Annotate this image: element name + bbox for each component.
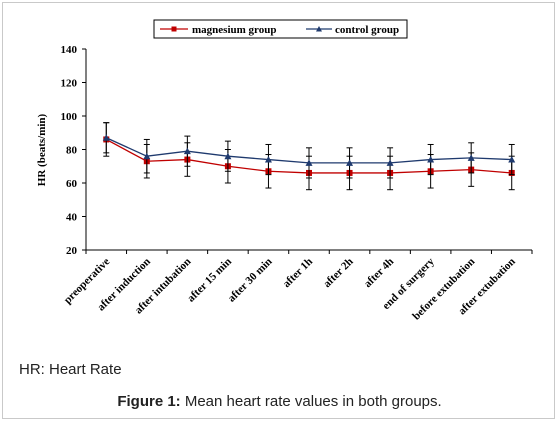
- series-control: [102, 122, 516, 179]
- legend-label-control: control group: [335, 24, 399, 36]
- y-axis-label: HR (beats/min): [36, 113, 48, 186]
- data-point: [427, 156, 435, 163]
- y-tick-label: 60: [66, 178, 78, 190]
- x-tick-label: after 2h: [321, 256, 355, 290]
- legend-label-magnesium: magnesium group: [192, 24, 276, 36]
- figure-caption: Figure 1: Mean heart rate values in both…: [0, 393, 559, 410]
- y-tick-label: 80: [66, 145, 78, 157]
- y-tick-label: 40: [66, 212, 78, 224]
- legend: magnesium group control group: [153, 19, 408, 39]
- data-point: [346, 159, 354, 166]
- y-ticks: 20 40 60 80 100 120 140: [61, 44, 86, 257]
- caption-text: Mean heart rate values in both groups.: [184, 393, 442, 410]
- chart: magnesium group control group 20 40 60 80 10…: [36, 19, 533, 323]
- y-tick-label: 20: [66, 245, 78, 257]
- x-tick-label: after 1h: [281, 256, 315, 290]
- data-point: [224, 152, 232, 160]
- y-tick-label: 120: [61, 78, 78, 90]
- series-layer: [102, 122, 516, 191]
- data-point: [264, 156, 272, 163]
- data-point: [386, 159, 394, 166]
- data-point: [102, 134, 110, 141]
- data-point: [467, 154, 475, 161]
- data-point: [305, 159, 313, 166]
- legend-marker-magnesium: [171, 26, 177, 32]
- abbreviation-note: HR: Heart Rate: [19, 361, 122, 378]
- data-point: [183, 147, 191, 155]
- figure-frame: [2, 2, 555, 419]
- data-point: [143, 152, 151, 160]
- y-tick-label: 140: [61, 44, 78, 56]
- x-tick-label: after 4h: [362, 256, 396, 290]
- data-point: [508, 156, 516, 163]
- x-tick-label: after 30 min: [226, 256, 275, 305]
- caption-label: Figure 1:: [117, 393, 181, 410]
- legend-marker-control: [316, 26, 322, 32]
- y-tick-label: 100: [61, 111, 78, 123]
